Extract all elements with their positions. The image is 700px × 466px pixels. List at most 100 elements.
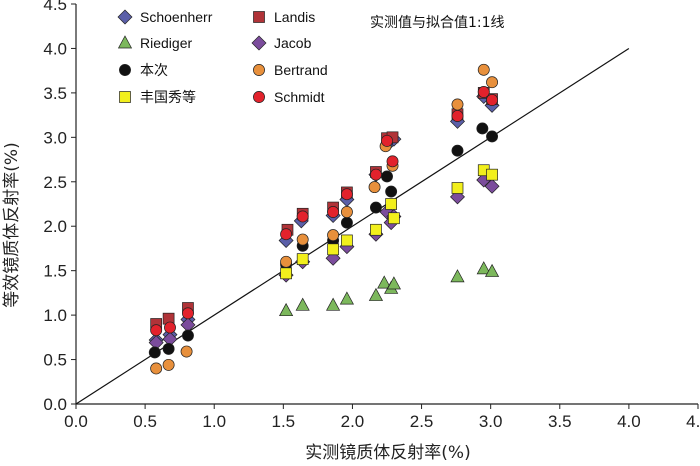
data-point <box>150 324 163 337</box>
data-point <box>182 329 194 342</box>
data-point <box>484 263 500 277</box>
legend-marker <box>251 35 267 51</box>
data-point <box>451 98 464 111</box>
x-axis: 0.0 0.5 1.0 1.5 2.0 2.5 3.0 3.5 4.0 4.5 <box>64 404 700 431</box>
x-tick-label: 1.0 <box>202 412 226 431</box>
y-axis-title: 等效镜质体反射率(%) <box>2 142 22 307</box>
data-point <box>280 228 293 241</box>
data-point <box>369 201 382 214</box>
data-point <box>385 198 397 210</box>
x-tick-label: 1.5 <box>272 412 296 431</box>
y-tick-label: 0.0 <box>43 395 67 414</box>
data-point <box>295 297 310 311</box>
data-point <box>327 229 340 242</box>
data-point <box>368 181 381 194</box>
series-5 <box>150 63 498 375</box>
data-point <box>370 223 382 236</box>
legend-marker <box>119 64 131 76</box>
data-point <box>296 233 309 246</box>
data-point <box>162 358 175 371</box>
data-point <box>340 216 353 229</box>
series-2 <box>279 261 500 317</box>
y-tick-label: 3.5 <box>43 84 67 103</box>
data-point <box>369 168 382 181</box>
data-point <box>280 255 293 268</box>
data-point <box>385 185 398 198</box>
legend: Schoenherr Landis Riediger Jacob 本次 Bertrand 丰… <box>117 9 328 105</box>
series-0 <box>148 88 500 348</box>
y-axis: 0.0 0.5 1.0 1.5 2.0 2.5 3.0 3.5 4.0 4.5 <box>43 0 76 414</box>
legend-label: Riediger <box>140 35 192 51</box>
data-point <box>327 243 339 256</box>
data-point <box>339 291 355 305</box>
data-point <box>477 63 490 76</box>
data-point <box>340 206 353 218</box>
data-point <box>450 269 465 283</box>
y-tick-label: 1.0 <box>43 306 67 325</box>
data-point <box>386 276 401 290</box>
legend-label: Schoenherr <box>140 9 213 25</box>
data-point <box>484 178 500 194</box>
x-tick-label: 3.5 <box>548 412 572 431</box>
data-point <box>388 212 400 225</box>
legend-label: 丰国秀等 <box>140 89 196 105</box>
data-point <box>296 210 309 223</box>
x-tick-label: 4.0 <box>617 412 641 431</box>
legend-marker <box>253 64 265 76</box>
x-tick-label: 2.0 <box>341 412 365 431</box>
data-point <box>164 321 176 334</box>
data-point <box>341 234 353 247</box>
y-tick-label: 3.0 <box>43 128 67 147</box>
legend-label: 本次 <box>140 62 168 78</box>
legend-label: Schmidt <box>274 89 325 105</box>
data-point <box>368 287 384 301</box>
data-point <box>386 155 399 168</box>
y-tick-label: 4.0 <box>43 39 67 58</box>
data-point <box>476 122 489 135</box>
data-point <box>340 188 353 201</box>
data-point <box>486 76 498 89</box>
data-point <box>148 346 161 359</box>
plot-frame <box>75 4 698 405</box>
data-point <box>486 94 498 106</box>
y-tick-label: 2.5 <box>43 173 67 192</box>
legend-marker <box>119 91 131 103</box>
y-tick-label: 0.5 <box>43 351 67 370</box>
x-axis-title: 实测镜质体反射率(%) <box>305 443 470 463</box>
data-point <box>280 267 292 280</box>
data-points <box>148 63 500 375</box>
reference-line-label: 实测值与拟合值1:1线 <box>370 15 505 31</box>
data-point <box>162 342 175 355</box>
data-point <box>486 168 498 181</box>
legend-label: Bertrand <box>274 62 328 78</box>
data-point <box>327 206 340 218</box>
series-1 <box>150 87 498 330</box>
data-point <box>180 345 193 358</box>
x-tick-label: 0.0 <box>64 412 88 431</box>
y-tick-label: 2.0 <box>43 217 67 236</box>
data-point <box>377 275 392 289</box>
data-point <box>381 170 393 183</box>
data-point <box>477 86 490 98</box>
data-point <box>486 130 498 143</box>
legend-marker <box>253 91 265 103</box>
x-tick-label: 0.5 <box>133 412 157 431</box>
x-tick-label: 3.0 <box>479 412 503 431</box>
data-point <box>476 261 491 275</box>
legend-marker <box>117 9 133 25</box>
data-point <box>381 134 393 147</box>
y-tick-label: 4.5 <box>43 0 67 14</box>
x-tick-label: 2.5 <box>410 412 434 431</box>
data-point <box>451 110 464 122</box>
legend-label: Jacob <box>274 35 312 51</box>
data-point <box>296 253 309 265</box>
data-point <box>150 362 163 375</box>
series-6 <box>280 164 498 280</box>
data-point <box>326 297 341 311</box>
x-tick-label: 4.5 <box>686 412 700 431</box>
data-point <box>279 302 294 317</box>
data-point <box>182 307 194 320</box>
legend-label: Landis <box>274 9 315 25</box>
legend-marker <box>117 35 133 49</box>
